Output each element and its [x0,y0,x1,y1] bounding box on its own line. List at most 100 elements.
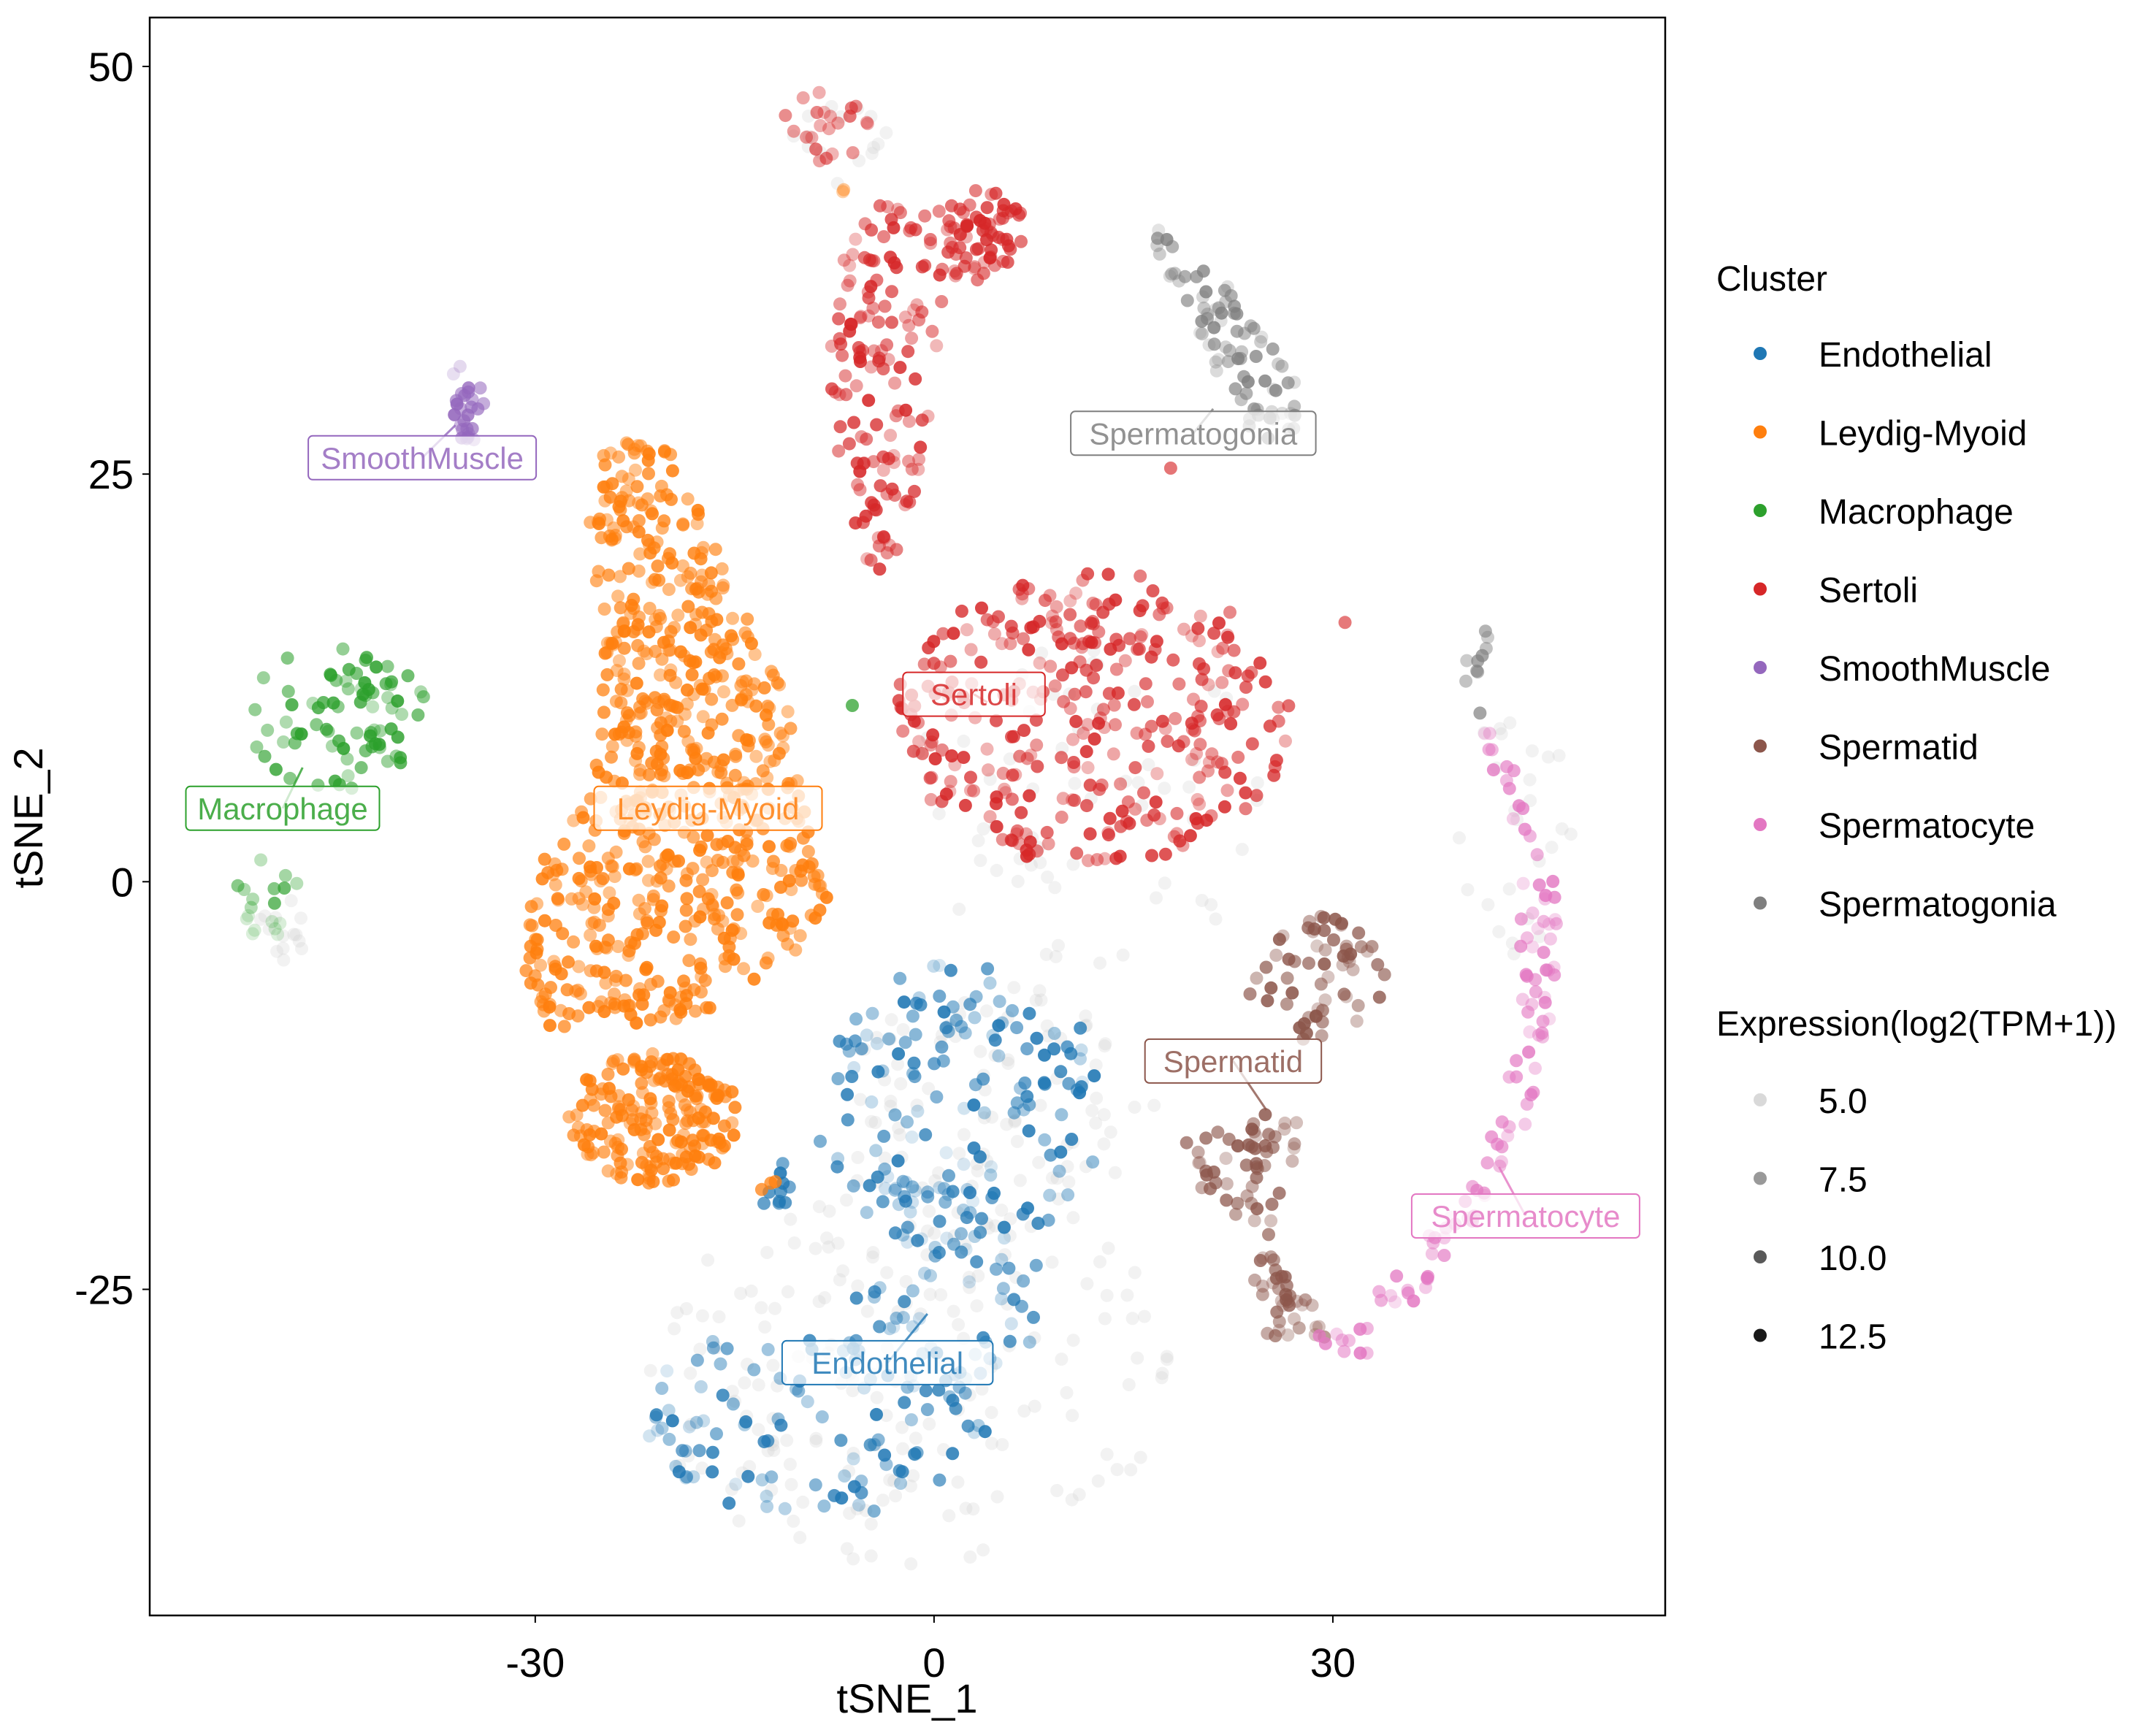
background-cell-point [974,1044,987,1058]
point-sertoli [876,463,890,477]
background-cell-point [864,110,878,123]
point-sertoli [1193,770,1207,784]
point-leydig-myoid [653,859,667,873]
point-sertoli [927,657,941,670]
point-sertoli [1220,784,1234,798]
point-leydig-myoid [664,663,678,677]
point-endothelial [975,1212,988,1225]
background-cell-point [738,1376,752,1390]
point-endothelial [760,1499,774,1513]
point-leydig-myoid [611,1053,624,1067]
background-cell-point [983,773,997,786]
point-leydig-myoid [640,960,654,974]
point-sertoli [1031,760,1044,773]
point-sertoli [1114,777,1128,791]
point-macrophage [328,774,342,788]
background-cell-point [820,1231,833,1245]
point-leydig-myoid [643,1013,657,1027]
background-cell-point [809,1434,823,1448]
legend-swatch [1754,425,1767,439]
point-spermatid [1351,998,1365,1012]
point-macrophage [258,749,272,763]
background-cell-point [865,1114,879,1128]
point-sertoli [1055,811,1069,824]
point-spermatogonia [1195,314,1209,328]
point-endothelial [683,1420,696,1434]
point-sertoli [1069,714,1083,728]
point-spermatocyte [1526,940,1540,954]
point-endothelial [939,1146,953,1160]
point-endothelial [1038,1077,1052,1091]
point-leydig-myoid [596,872,610,886]
point-leydig-myoid [729,747,743,761]
point-sertoli [849,99,863,113]
point-smoothmuscle [473,381,487,395]
point-endothelial [817,1499,831,1513]
legend-swatch [1754,504,1767,517]
point-macrophage [271,927,285,941]
point-spermatid [1231,1196,1245,1210]
point-sertoli [995,637,1009,651]
point-spermatid [1199,1164,1213,1178]
point-leydig-myoid [789,943,803,957]
point-endothelial [928,1249,942,1263]
legend-expression-swatch [1754,1093,1767,1106]
point-endothelial [878,1162,892,1176]
cluster-label-text: Macrophage [197,792,367,826]
point-endothelial [1044,1148,1058,1162]
point-sertoli [906,744,920,758]
point-endothelial [908,1447,922,1461]
background-cell-point [865,1250,879,1264]
point-macrophage [240,912,253,926]
point-macrophage [846,699,859,712]
point-sertoli [1207,627,1221,640]
background-cell-point [1093,956,1106,970]
background-cell-point [904,1557,918,1571]
point-spermatocyte [1514,939,1528,953]
point-endothelial [995,1252,1009,1266]
point-spermatid [1248,1141,1262,1155]
point-sertoli [859,509,873,523]
point-sertoli [1245,737,1259,751]
point-endothelial [855,1475,868,1488]
point-leydig-myoid [595,727,609,741]
point-leydig-myoid [776,918,790,932]
legend-swatch [1754,582,1767,596]
background-cell-point [752,1423,765,1437]
point-macrophage [391,730,405,744]
point-sertoli [1090,853,1104,867]
point-spermatocyte [1353,1346,1367,1360]
background-cell-point [1001,1053,1015,1067]
point-macrophage [367,723,381,737]
point-sertoli [1239,681,1253,694]
point-sertoli [887,221,901,234]
point-leydig-myoid [538,852,551,866]
point-spermatid [1180,1136,1193,1150]
point-leydig-myoid [593,512,606,526]
point-sertoli [1212,616,1226,630]
point-spermatid [1317,911,1331,925]
point-endothelial [939,1196,952,1209]
point-sertoli [872,354,886,368]
background-cell-point [951,1475,965,1489]
point-sertoli [885,315,898,329]
point-endothelial [846,1452,860,1466]
point-sertoli [1120,814,1134,828]
point-leydig-myoid [687,830,700,844]
point-leydig-myoid [665,492,678,506]
background-cell-point [959,1502,973,1515]
background-cell-point [1060,1386,1074,1399]
point-endothelial [920,1403,934,1417]
background-cell-point [825,100,838,113]
point-leydig-myoid [641,454,655,467]
point-endothelial [906,1320,920,1334]
point-spermatocyte [1501,1129,1515,1143]
background-cell-point [1000,1117,1014,1131]
point-leydig-myoid [662,643,676,657]
point-endothelial [996,1282,1010,1296]
point-sertoli [889,409,903,423]
point-sertoli [887,448,901,462]
point-endothelial [842,1044,856,1058]
point-leydig-myoid [681,570,695,584]
point-endothelial [860,1206,874,1220]
